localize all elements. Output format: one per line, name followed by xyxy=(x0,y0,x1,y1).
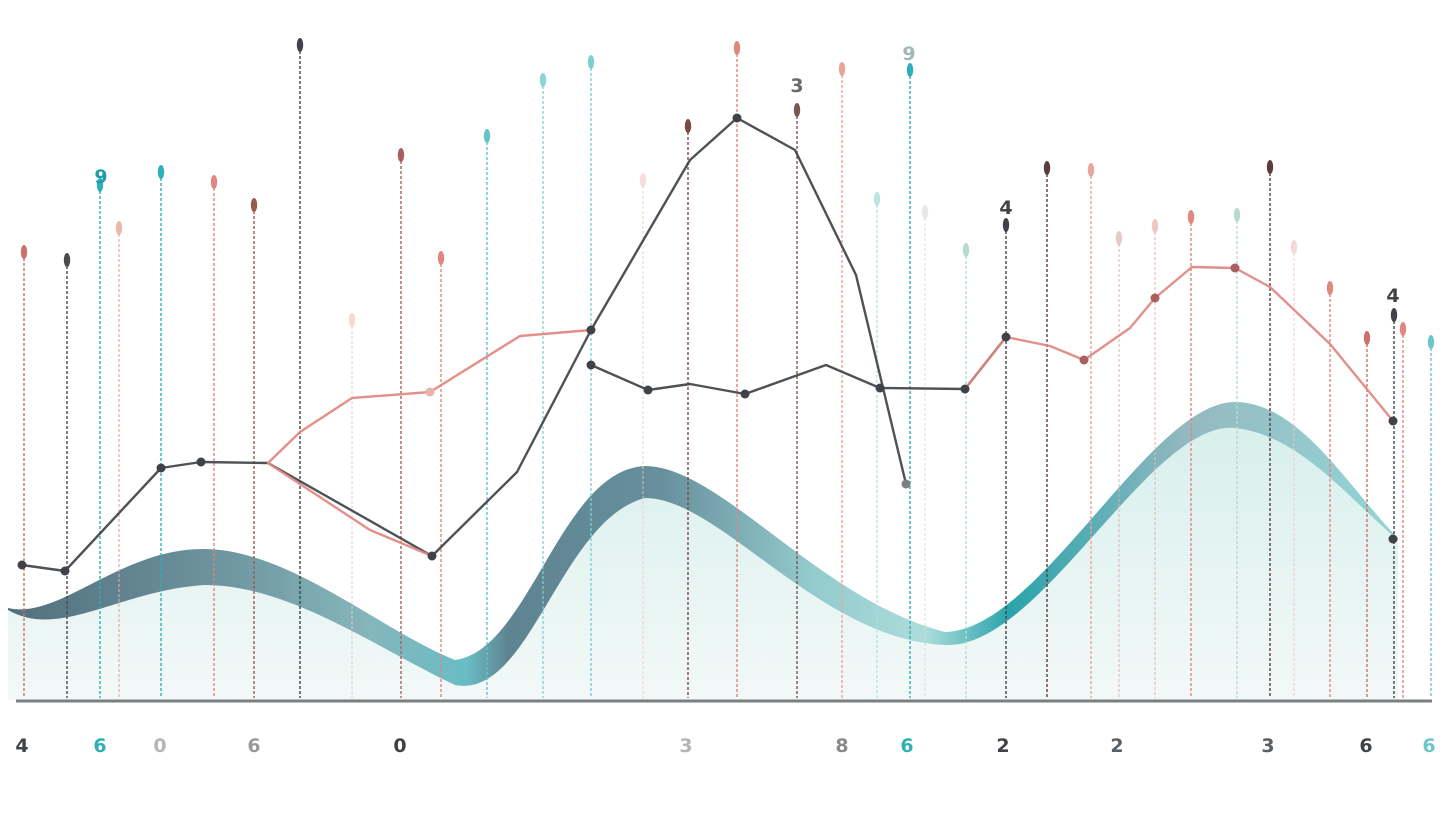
line-tip xyxy=(1233,208,1241,222)
tick-label: 6 xyxy=(1422,735,1435,757)
line-tip xyxy=(539,73,547,87)
line-tip xyxy=(250,198,258,212)
tick-label: 6 xyxy=(93,735,106,757)
tick-label: 3 xyxy=(679,735,692,757)
line-tip xyxy=(348,313,356,327)
line-tip xyxy=(63,253,71,267)
data-point xyxy=(901,479,911,489)
line-tip xyxy=(921,205,929,219)
line-tip xyxy=(1390,308,1398,322)
line-tip xyxy=(793,103,801,117)
line-tip xyxy=(296,38,304,52)
line-tip xyxy=(1399,322,1407,336)
line-tip xyxy=(210,175,218,189)
data-point xyxy=(427,551,437,561)
top-labels: 9 3 9 4 4 xyxy=(94,43,1399,307)
line-tip xyxy=(20,245,28,259)
line-tip xyxy=(157,165,165,179)
data-point xyxy=(17,560,27,570)
series-line xyxy=(266,328,593,465)
data-point xyxy=(740,389,750,399)
data-point xyxy=(875,383,885,393)
series-line xyxy=(589,335,1008,396)
line-tip xyxy=(906,63,914,77)
data-point xyxy=(1001,332,1011,342)
data-point xyxy=(960,384,970,394)
top-label: 3 xyxy=(790,75,803,97)
line-tip xyxy=(639,173,647,187)
data-point xyxy=(196,457,206,467)
line-tip xyxy=(1290,240,1298,254)
data-point xyxy=(1230,263,1240,273)
data-point xyxy=(643,385,653,395)
top-label: 4 xyxy=(1386,285,1399,307)
tick-label: 6 xyxy=(900,735,913,757)
data-point xyxy=(1150,293,1160,303)
tick-label: 6 xyxy=(247,735,260,757)
data-markers xyxy=(17,113,1398,576)
data-point xyxy=(732,113,742,123)
tick-label: 0 xyxy=(393,735,406,757)
line-tip xyxy=(1363,331,1371,345)
line-tip xyxy=(838,62,846,76)
tick-label: 0 xyxy=(153,735,166,757)
line-tip xyxy=(1002,218,1010,232)
line-tip xyxy=(437,251,445,265)
data-point xyxy=(586,325,596,335)
top-label: 9 xyxy=(902,43,915,65)
tick-label: 8 xyxy=(835,735,848,757)
line-tip xyxy=(962,243,970,257)
tick-label: 2 xyxy=(996,735,1009,757)
line-tip xyxy=(1266,160,1274,174)
line-tip xyxy=(1151,219,1159,233)
vertical-lines xyxy=(20,38,1435,698)
data-point xyxy=(586,360,596,370)
line-tip xyxy=(587,55,595,69)
line-tip xyxy=(1427,335,1435,349)
line-tip xyxy=(96,178,104,192)
data-point xyxy=(60,566,70,576)
data-point xyxy=(1079,355,1089,365)
data-point xyxy=(1388,534,1398,544)
bottom-tick-labels: 4 6 0 6 0 3 8 6 2 2 3 6 6 xyxy=(15,735,1435,757)
tick-label: 4 xyxy=(15,735,28,757)
data-point xyxy=(156,463,166,473)
line-tip xyxy=(1187,210,1195,224)
top-label: 4 xyxy=(999,197,1012,219)
band-wave xyxy=(8,402,1398,686)
top-label: 9 xyxy=(94,166,107,188)
line-tip xyxy=(483,129,491,143)
tick-label: 3 xyxy=(1261,735,1274,757)
line-tip xyxy=(1043,161,1051,175)
line-tip xyxy=(397,148,405,162)
line-tip xyxy=(115,221,123,235)
line-tip xyxy=(684,119,692,133)
series-line xyxy=(266,461,434,558)
line-tip xyxy=(733,41,741,55)
data-point xyxy=(1388,416,1398,426)
series-line xyxy=(20,116,908,573)
line-tip xyxy=(873,192,881,206)
data-point xyxy=(425,387,435,397)
line-tip xyxy=(1115,231,1123,245)
tick-label: 2 xyxy=(1110,735,1123,757)
tick-label: 6 xyxy=(1359,735,1372,757)
area-fill xyxy=(8,427,1398,700)
line-tip xyxy=(1087,163,1095,177)
line-tip xyxy=(1326,281,1334,295)
